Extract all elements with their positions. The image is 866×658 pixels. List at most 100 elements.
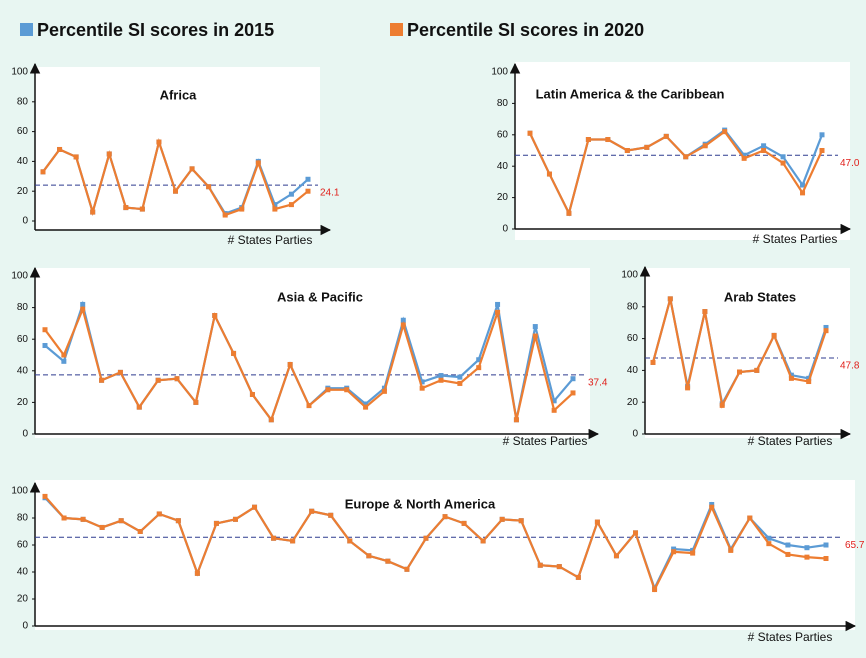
y-tick-label: 20: [17, 397, 29, 408]
point: [80, 301, 86, 307]
y-tick-label: 100: [621, 270, 638, 281]
point: [719, 402, 725, 408]
point: [155, 377, 161, 383]
average-label: 47.0: [840, 158, 860, 169]
y-tick-label: 80: [17, 302, 29, 313]
point: [363, 401, 369, 407]
point: [594, 519, 600, 525]
point: [123, 205, 129, 211]
y-tick-label: 0: [22, 429, 28, 440]
point: [766, 535, 772, 541]
point: [551, 398, 557, 404]
point: [476, 365, 482, 371]
point: [585, 137, 591, 143]
point: [423, 535, 429, 541]
point: [644, 144, 650, 150]
point: [819, 148, 825, 153]
point: [139, 206, 145, 212]
point: [80, 516, 86, 522]
point: [42, 327, 48, 333]
y-tick-label: 20: [497, 192, 509, 203]
point: [272, 202, 278, 208]
point: [532, 333, 538, 339]
y-tick-label: 60: [627, 333, 639, 344]
point: [288, 202, 294, 208]
point: [40, 169, 46, 175]
chart-title: Europe & North America: [345, 496, 496, 511]
point: [804, 545, 810, 551]
point: [136, 404, 142, 410]
y-tick-label: 60: [497, 129, 509, 140]
point: [438, 377, 444, 383]
point: [173, 188, 178, 194]
y-tick-label: 60: [17, 334, 29, 345]
point: [106, 151, 112, 157]
point: [788, 375, 794, 381]
point: [99, 377, 105, 383]
point: [556, 564, 562, 570]
point: [663, 133, 669, 139]
point: [268, 417, 274, 423]
point: [156, 511, 162, 517]
x-axis-label: # States Parties: [503, 434, 588, 448]
point: [344, 387, 350, 393]
point: [99, 524, 105, 530]
y-tick-label: 40: [627, 365, 639, 376]
point: [499, 516, 505, 522]
point: [194, 570, 200, 576]
point: [271, 535, 277, 541]
series-line: [529, 130, 823, 217]
point: [532, 324, 538, 330]
point: [419, 379, 425, 385]
y-tick-label: 20: [17, 186, 29, 197]
point: [80, 306, 86, 312]
point: [73, 154, 79, 160]
point: [442, 514, 448, 520]
point: [652, 587, 658, 593]
point: [702, 143, 708, 149]
point: [222, 212, 228, 218]
point: [722, 129, 728, 135]
point: [419, 385, 425, 391]
point: [806, 379, 812, 385]
point: [404, 566, 410, 572]
y-tick-label: 60: [17, 540, 29, 551]
y-tick-label: 100: [11, 486, 28, 497]
point: [780, 154, 786, 160]
y-tick-label: 20: [627, 397, 639, 408]
point: [819, 132, 825, 138]
legend-swatch: [20, 23, 33, 36]
chart-title: Africa: [160, 87, 198, 102]
point: [613, 553, 619, 559]
y-tick-label: 100: [11, 271, 28, 282]
point: [650, 359, 656, 365]
point: [57, 146, 63, 152]
point: [288, 191, 294, 197]
point: [306, 403, 312, 409]
point: [309, 508, 315, 514]
y-tick-label: 0: [22, 216, 28, 227]
y-tick-label: 60: [17, 126, 29, 137]
point: [385, 558, 391, 564]
point: [206, 184, 212, 190]
point: [780, 160, 786, 166]
point: [438, 373, 444, 379]
point: [400, 317, 406, 323]
point: [823, 542, 829, 548]
y-tick-label: 80: [497, 98, 509, 109]
point: [570, 376, 576, 382]
point: [213, 520, 219, 526]
x-axis-label: # States Parties: [748, 630, 833, 644]
point: [788, 372, 794, 378]
chart-title: Asia & Pacific: [277, 289, 363, 304]
point: [137, 529, 143, 534]
x-axis-label: # States Parties: [228, 233, 313, 247]
point: [42, 343, 48, 349]
point: [400, 322, 406, 328]
point: [90, 209, 96, 215]
y-tick-label: 80: [17, 513, 29, 524]
y-tick-label: 0: [22, 621, 28, 632]
point: [363, 404, 369, 410]
point: [61, 358, 67, 364]
point: [747, 515, 753, 521]
